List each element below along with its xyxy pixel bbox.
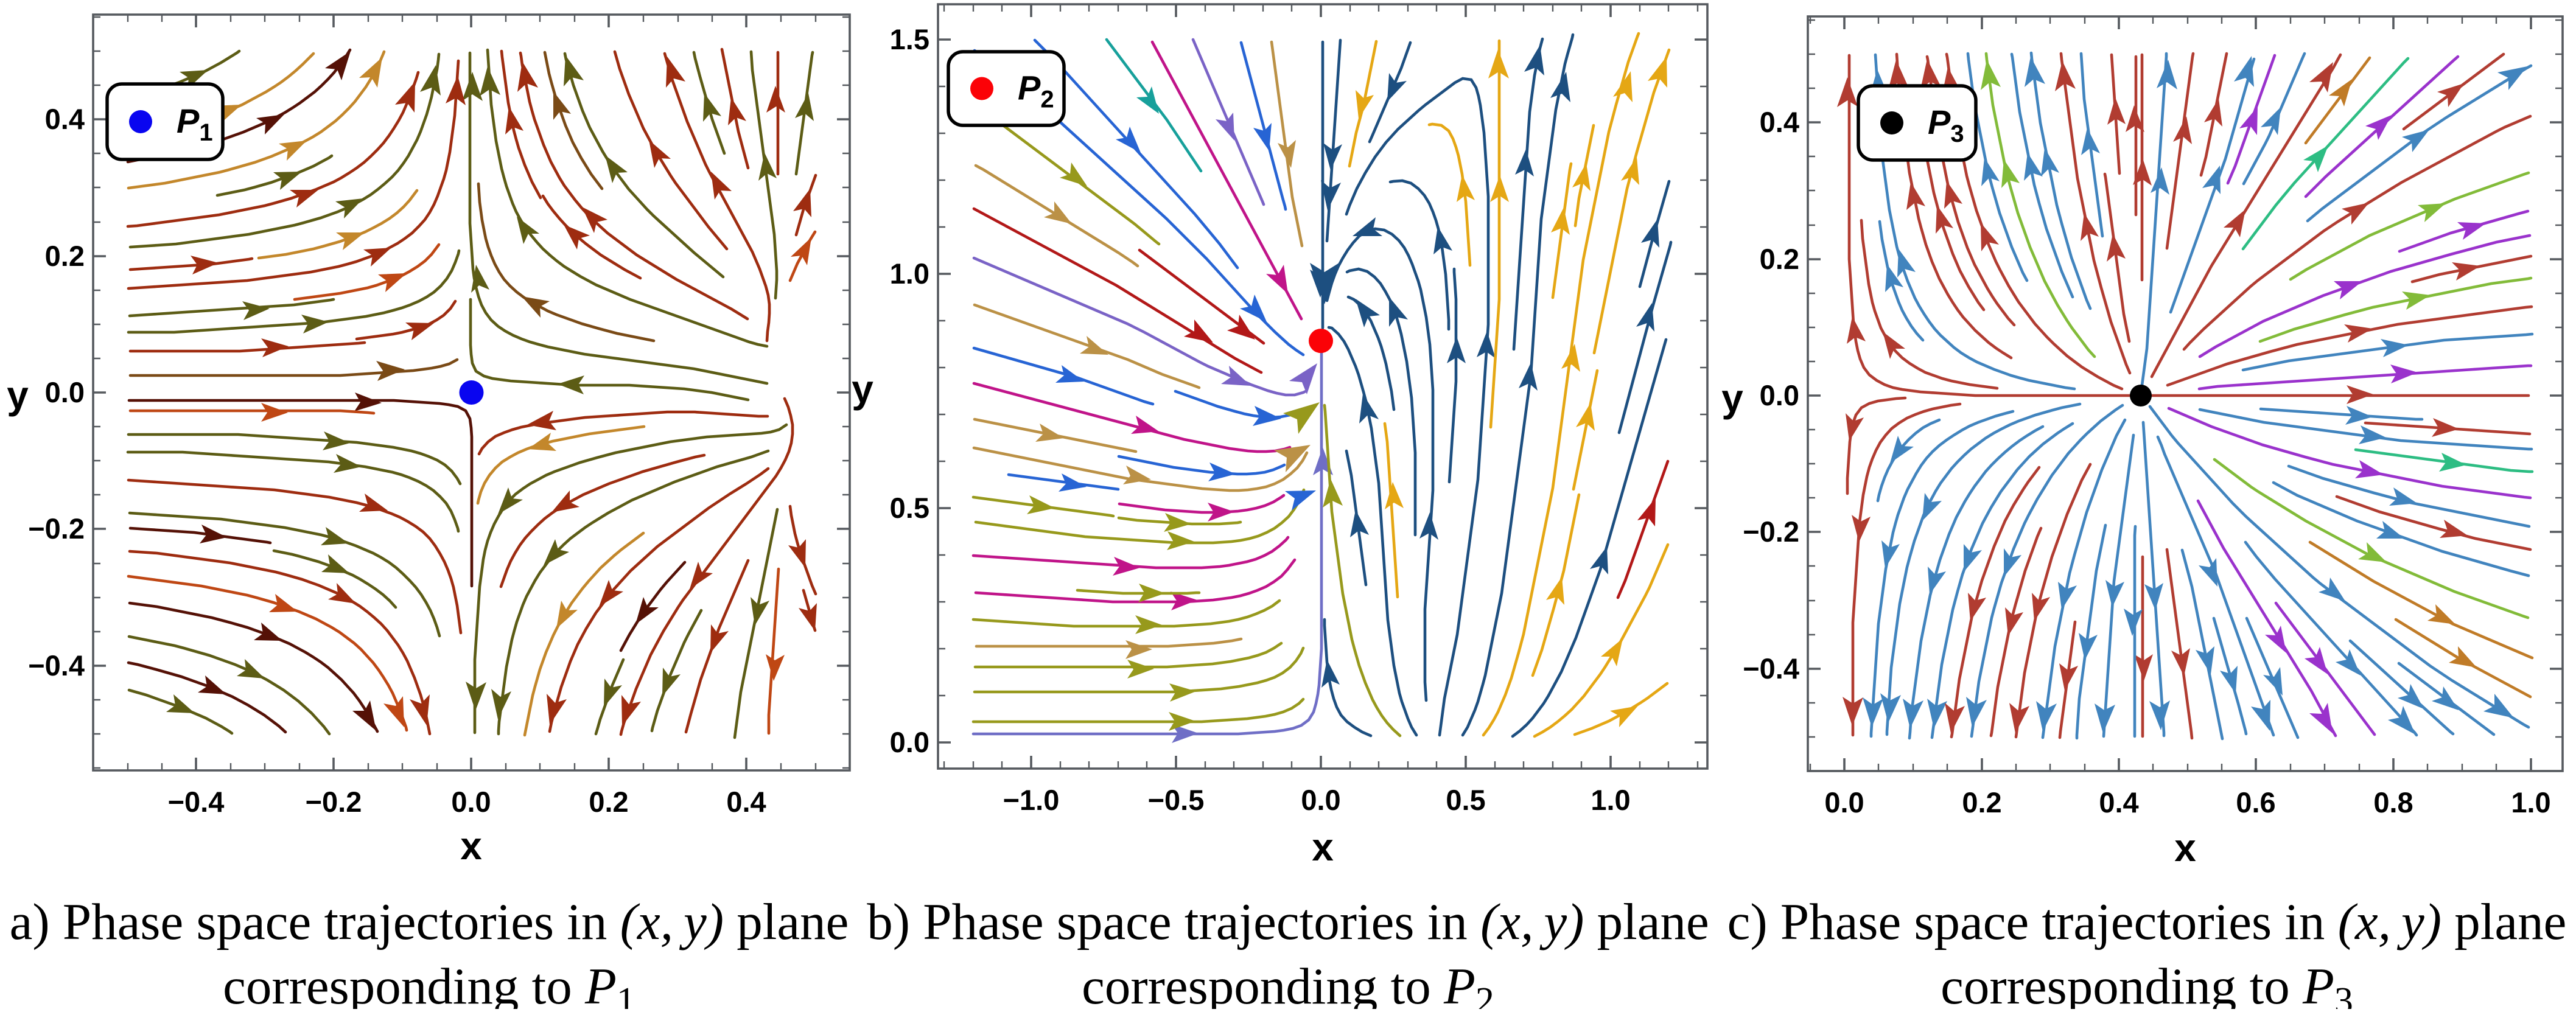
svg-text:y: y bbox=[852, 367, 873, 411]
svg-text:0.0: 0.0 bbox=[45, 376, 85, 408]
svg-text:0.0: 0.0 bbox=[1760, 379, 1799, 411]
svg-text:−0.2: −0.2 bbox=[1743, 515, 1799, 548]
svg-text:P2: P2 bbox=[1018, 69, 1054, 113]
svg-text:b) Phase space trajectories in: b) Phase space trajectories in (x, y) pl… bbox=[867, 893, 1709, 951]
svg-text:1.0: 1.0 bbox=[1591, 784, 1630, 816]
svg-text:0.0: 0.0 bbox=[1824, 786, 1864, 818]
svg-text:0.5: 0.5 bbox=[890, 492, 929, 524]
svg-text:c) Phase space trajectories in: c) Phase space trajectories in (x, y) pl… bbox=[1727, 893, 2567, 951]
svg-text:0.4: 0.4 bbox=[45, 103, 85, 135]
svg-text:corresponding to P2: corresponding to P2 bbox=[1082, 958, 1494, 1009]
svg-text:−0.5: −0.5 bbox=[1148, 784, 1205, 816]
svg-text:x: x bbox=[1312, 825, 1334, 869]
svg-text:1.5: 1.5 bbox=[890, 23, 929, 55]
svg-text:0.4: 0.4 bbox=[2099, 786, 2138, 818]
svg-text:−1.0: −1.0 bbox=[1003, 784, 1060, 816]
svg-text:y: y bbox=[1721, 376, 1743, 420]
svg-text:x: x bbox=[460, 824, 482, 868]
svg-text:corresponding to P3: corresponding to P3 bbox=[1941, 958, 2353, 1009]
svg-text:−0.4: −0.4 bbox=[168, 786, 225, 818]
svg-text:x: x bbox=[2174, 826, 2196, 870]
svg-text:1.0: 1.0 bbox=[2511, 786, 2550, 818]
svg-text:a) Phase space trajectories in: a) Phase space trajectories in (x, y) pl… bbox=[10, 893, 849, 951]
svg-text:−0.2: −0.2 bbox=[28, 512, 85, 545]
svg-text:0.6: 0.6 bbox=[2236, 786, 2275, 818]
svg-text:0.0: 0.0 bbox=[451, 786, 491, 818]
svg-text:0.4: 0.4 bbox=[1760, 106, 1799, 138]
svg-text:0.8: 0.8 bbox=[2373, 786, 2413, 818]
svg-text:0.2: 0.2 bbox=[589, 786, 628, 818]
svg-text:y: y bbox=[7, 373, 29, 417]
svg-text:−0.4: −0.4 bbox=[28, 649, 85, 682]
svg-text:0.2: 0.2 bbox=[1760, 243, 1799, 275]
svg-text:0.0: 0.0 bbox=[1301, 784, 1340, 816]
svg-text:0.2: 0.2 bbox=[1962, 786, 2001, 818]
svg-text:−0.2: −0.2 bbox=[306, 786, 362, 818]
svg-text:1.0: 1.0 bbox=[890, 257, 929, 290]
svg-text:0.0: 0.0 bbox=[890, 726, 929, 758]
svg-text:0.2: 0.2 bbox=[45, 240, 85, 272]
svg-text:0.5: 0.5 bbox=[1446, 784, 1485, 816]
svg-text:−0.4: −0.4 bbox=[1743, 652, 1799, 685]
svg-text:0.4: 0.4 bbox=[726, 786, 766, 818]
svg-text:corresponding to P1: corresponding to P1 bbox=[223, 958, 635, 1009]
